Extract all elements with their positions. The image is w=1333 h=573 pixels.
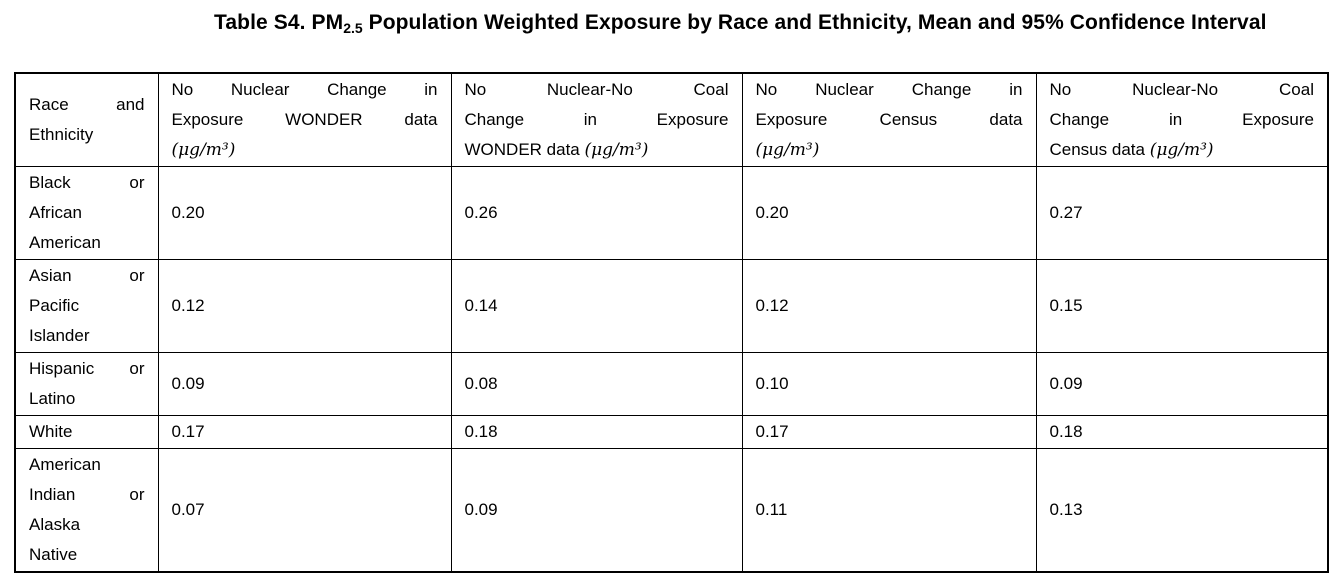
cell-line: Native	[29, 545, 78, 564]
header-cell-no-nuclear-no-coal-census: No Nuclear-No Coal Change in Exposure Cens…	[1035, 72, 1329, 167]
table-header: Race and Ethnicity No Nuclear Change in Ex…	[14, 72, 1329, 167]
cell-line: (μg/m³)	[172, 135, 438, 165]
value-cell: 0.15	[1035, 259, 1329, 353]
race-cell: Black or African American	[14, 166, 159, 260]
cell-line: Change in Exposure	[1049, 110, 1315, 129]
caption-subscript: 2.5	[343, 20, 363, 36]
value-cell: 0.08	[450, 352, 743, 416]
cell-line: Census data (μg/m³)	[1049, 140, 1214, 160]
value-cell: 0.17	[741, 415, 1037, 449]
cell-line: Alaska	[29, 515, 81, 534]
exposure-table: Race and Ethnicity No Nuclear Change in Ex…	[14, 72, 1329, 573]
cell-line: No Nuclear-No Coal	[1049, 80, 1315, 99]
cell-line: White	[29, 422, 73, 441]
value-cell: 0.09	[157, 352, 452, 416]
cell-line: African	[29, 203, 82, 222]
table-row: White 0.17 0.18 0.17 0.18	[14, 415, 1329, 449]
value-cell: 0.10	[741, 352, 1037, 416]
cell-line: No Nuclear Change in	[755, 80, 1023, 99]
value-cell: 0.17	[157, 415, 452, 449]
cell-line: Race and	[29, 95, 145, 114]
caption-suffix: Population Weighted Exposure by Race and…	[362, 11, 1267, 34]
table-body: Black or African American 0.20 0.26 0.20 0…	[14, 166, 1329, 573]
race-cell: White	[14, 415, 159, 449]
race-cell: American Indian or Alaska Native	[14, 448, 159, 573]
caption-prefix: Table S4. PM	[214, 11, 344, 34]
cell-line: Exposure WONDER data	[171, 110, 438, 129]
cell-line: Latino	[29, 389, 76, 408]
cell-line: Ethnicity	[29, 125, 94, 144]
value-cell: 0.14	[450, 259, 743, 353]
cell-line: American	[29, 233, 101, 252]
value-cell: 0.09	[450, 448, 743, 573]
cell-line: American	[29, 455, 101, 474]
cell-line: Black or	[29, 173, 145, 192]
table-row: Black or African American 0.20 0.26 0.20 0…	[14, 166, 1329, 260]
value-cell: 0.12	[741, 259, 1037, 353]
table-row: American Indian or Alaska Native 0.07 0.09 …	[14, 448, 1329, 573]
value-cell: 0.11	[741, 448, 1037, 573]
cell-line: Hispanic or	[29, 359, 145, 378]
cell-line: No Nuclear-No Coal	[464, 80, 729, 99]
cell-line: Change in Exposure	[464, 110, 729, 129]
header-row: Race and Ethnicity No Nuclear Change in Ex…	[14, 72, 1329, 167]
value-cell: 0.13	[1035, 448, 1329, 573]
header-cell-no-nuclear-no-coal-wonder: No Nuclear-No Coal Change in Exposure WOND…	[450, 72, 743, 167]
header-cell-race-ethnicity: Race and Ethnicity	[14, 72, 159, 167]
value-cell: 0.26	[450, 166, 743, 260]
value-cell: 0.09	[1035, 352, 1329, 416]
table-caption: Table S4. PM2.5 Population Weighted Expo…	[214, 11, 1267, 36]
cell-line: Asian or	[29, 266, 145, 285]
value-cell: 0.07	[157, 448, 452, 573]
value-cell: 0.20	[157, 166, 452, 260]
units-micrograms-per-cubic-meter: (μg/m³)	[171, 140, 236, 160]
units-micrograms-per-cubic-meter: (μg/m³)	[755, 140, 820, 160]
cell-line: No Nuclear Change in	[171, 80, 438, 99]
value-cell: 0.18	[1035, 415, 1329, 449]
cell-line: Islander	[29, 326, 90, 345]
race-cell: Hispanic or Latino	[14, 352, 159, 416]
cell-line: Exposure Census data	[755, 110, 1023, 129]
cell-line: WONDER data (μg/m³)	[464, 140, 649, 160]
table-row: Asian or Pacific Islander 0.12 0.14 0.12 0…	[14, 259, 1329, 353]
header-cell-no-nuclear-wonder: No Nuclear Change in Exposure WONDER data…	[157, 72, 452, 167]
header-cell-no-nuclear-census: No Nuclear Change in Exposure Census data…	[741, 72, 1037, 167]
table-row: Hispanic or Latino 0.09 0.08 0.10 0.09	[14, 352, 1329, 416]
cell-line: Pacific	[29, 296, 80, 315]
units-micrograms-per-cubic-meter: (μg/m³)	[584, 140, 649, 160]
race-cell: Asian or Pacific Islander	[14, 259, 159, 353]
value-cell: 0.20	[741, 166, 1037, 260]
value-cell: 0.18	[450, 415, 743, 449]
units-micrograms-per-cubic-meter: (μg/m³)	[1149, 140, 1214, 160]
value-cell: 0.12	[157, 259, 452, 353]
cell-line: Indian or	[29, 485, 145, 504]
cell-line: (μg/m³)	[756, 135, 1023, 165]
value-cell: 0.27	[1035, 166, 1329, 260]
